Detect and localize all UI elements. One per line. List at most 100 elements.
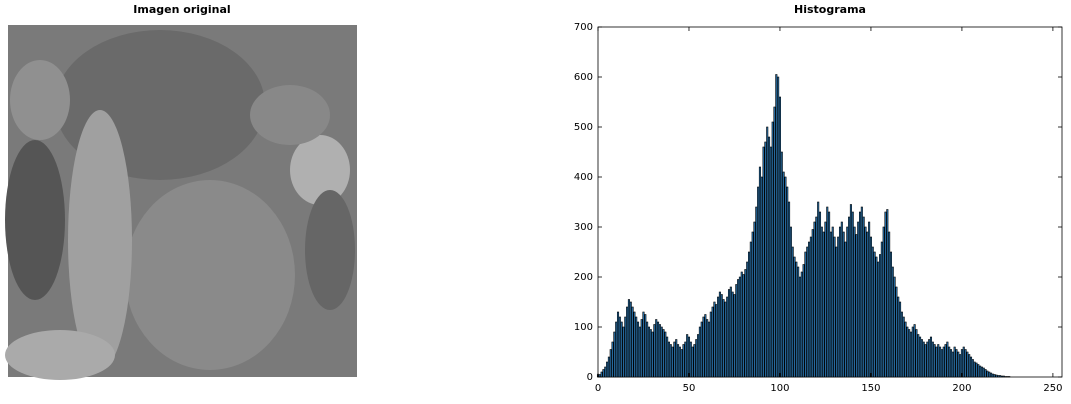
y-tick-label: 300 (574, 222, 593, 233)
bar (988, 371, 991, 378)
bar (935, 346, 938, 378)
bar (611, 341, 614, 378)
bar (917, 334, 920, 378)
bar (773, 106, 776, 378)
bar (646, 321, 649, 378)
bar (931, 341, 934, 378)
bar (879, 254, 882, 378)
bar (766, 126, 769, 378)
bar (673, 341, 676, 378)
bar (813, 221, 816, 378)
bar (895, 286, 898, 378)
bar (795, 261, 798, 378)
bar (815, 216, 818, 378)
bar (609, 349, 612, 378)
bar (651, 331, 654, 378)
bar (908, 329, 911, 378)
bar (806, 246, 809, 378)
bar (642, 311, 645, 378)
bar (880, 241, 883, 378)
bar (900, 311, 903, 378)
bar (713, 301, 716, 378)
bar (818, 211, 822, 378)
bar (820, 226, 823, 378)
x-tick-label: 200 (952, 383, 971, 394)
bar (607, 356, 610, 378)
bar (742, 274, 745, 378)
bar (711, 306, 714, 378)
x-tick-label: 250 (1043, 383, 1062, 394)
bar (939, 346, 942, 378)
bar (691, 346, 694, 378)
bar (882, 226, 885, 378)
bar (871, 246, 874, 378)
bar (606, 361, 609, 378)
bar (762, 146, 765, 378)
image (5, 25, 357, 380)
bar (718, 291, 721, 378)
image-title: Imagen original (133, 3, 230, 16)
bar (707, 321, 711, 378)
bar (657, 321, 660, 378)
bar (744, 269, 747, 378)
bar (640, 319, 643, 378)
bar (702, 316, 705, 378)
bar (615, 321, 618, 378)
bar (671, 346, 674, 378)
bar (662, 329, 665, 378)
bar (922, 341, 925, 378)
bar (868, 221, 871, 378)
bar (788, 201, 791, 378)
bar (846, 226, 849, 378)
bar (757, 186, 760, 378)
bar (780, 151, 783, 378)
bar (697, 334, 700, 378)
bar (968, 354, 971, 378)
bar (789, 226, 792, 378)
bar (753, 221, 756, 378)
bar (817, 201, 820, 378)
y-tick-label: 200 (574, 272, 593, 283)
bar (855, 234, 858, 378)
bar (706, 319, 709, 378)
bar (920, 339, 923, 378)
bar (904, 321, 907, 378)
bar (722, 299, 725, 378)
bar (933, 344, 936, 378)
bar (755, 206, 758, 378)
bar (1006, 376, 1009, 378)
y-tick-label: 0 (587, 372, 593, 383)
bar (949, 349, 953, 378)
bar (747, 251, 751, 378)
bar (760, 176, 763, 378)
bar (842, 231, 845, 378)
y-tick-label: 100 (574, 322, 593, 333)
bar (891, 266, 894, 378)
bar (969, 356, 973, 378)
bar (791, 246, 794, 378)
bar (616, 311, 620, 378)
bar (793, 256, 796, 378)
bar (758, 166, 761, 378)
bar (653, 324, 656, 378)
bar (649, 329, 652, 378)
bar (957, 351, 960, 378)
bar (684, 341, 687, 378)
bar (971, 359, 974, 378)
bar (746, 261, 749, 378)
bar (729, 286, 732, 378)
bar (808, 241, 811, 378)
bar (909, 331, 913, 378)
bar (689, 341, 692, 378)
bar (769, 146, 772, 378)
bar (629, 301, 632, 378)
bar (644, 314, 647, 378)
bar (828, 211, 831, 378)
bar (873, 251, 876, 378)
bar (991, 373, 994, 378)
bar (738, 276, 741, 378)
bar (982, 367, 985, 378)
bar (737, 279, 740, 378)
bar (667, 341, 670, 378)
